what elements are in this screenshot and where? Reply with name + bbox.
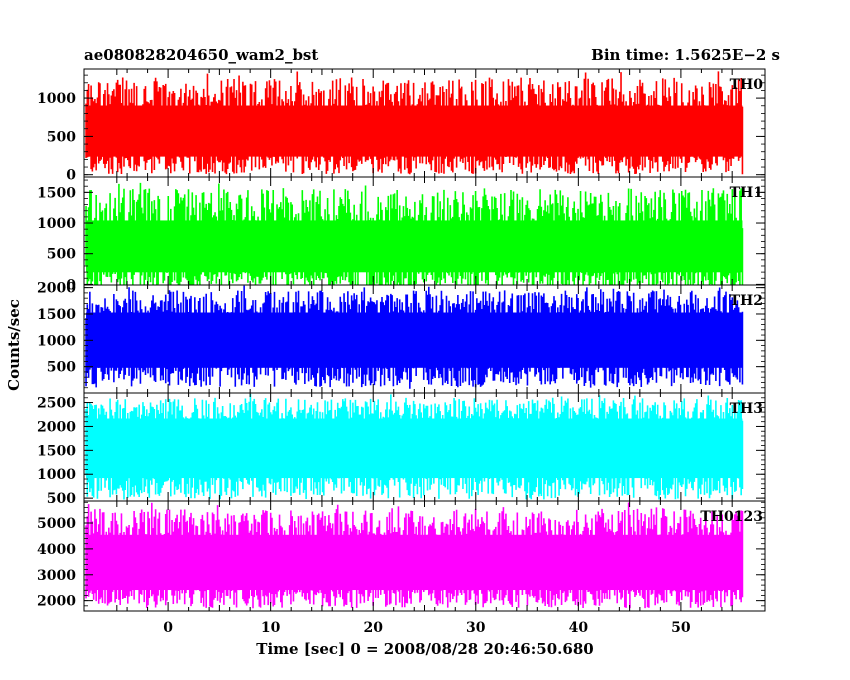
x-tick-label: 30 [466,620,486,636]
y-tick-label: 0 [66,277,76,293]
x-tick-label: 0 [163,620,173,636]
y-tick-label: 0 [66,168,76,184]
y-tick-label: 2000 [37,419,76,435]
series-core-th0 [86,105,743,157]
y-tick-label: 4000 [37,542,76,558]
y-tick-label: 3000 [37,568,76,584]
panel-th0: 0 500 1000 TH0 [37,68,766,184]
panel-label-th0123: TH0123 [700,509,763,525]
x-tick-label: 10 [261,620,281,636]
x-axis-label: Time [sec] 0 = 2008/08/28 20:46:50.680 [256,640,593,658]
y-tick-label: 500 [47,129,76,145]
x-tick-label: 50 [671,620,691,636]
y-tick-label: 500 [47,247,76,263]
y-tick-label: 500 [47,491,76,507]
series-core-th3 [86,418,743,479]
series-core-th1 [86,220,743,273]
y-tick-label: 1500 [37,307,76,323]
chart-title: ae080828204650_wam2_bst [84,46,318,64]
y-tick-label: 2000 [37,281,76,297]
panel-label-th2: TH2 [730,293,763,309]
panels-group: 0 500 1000 TH0 0 500 1000 1500 TH1 500 1000 1500 200… [37,68,766,612]
panel-th1: 0 500 1000 1500 TH1 [37,176,766,293]
series-core-th0123 [86,534,743,591]
y-tick-label: 5000 [37,516,76,532]
y-tick-label: 500 [47,360,76,376]
x-tick-label: 40 [569,620,589,636]
y-tick-label: 2500 [37,396,76,412]
y-tick-label: 1000 [37,333,76,349]
series-core-th2 [86,312,743,368]
panel-label-th0: TH0 [730,77,764,93]
panel-label-th1: TH1 [730,185,763,201]
bin-time-label: Bin time: 1.5625E−2 s [591,46,780,64]
panel-th0123: 2000 3000 4000 5000 TH0123 [37,500,766,612]
y-tick-label: 1000 [37,216,76,232]
panel-th3: 500 1000 1500 2000 2500 TH3 [37,392,766,507]
y-tick-label: 1000 [37,91,76,107]
x-tick-label: 20 [363,620,383,636]
y-tick-label: 2000 [37,594,76,610]
x-tick-labels: 0 10 20 30 40 50 [163,620,691,636]
y-axis-label: Counts/sec [5,299,23,391]
y-tick-label: 1500 [37,443,76,459]
y-tick-label: 1500 [37,185,76,201]
y-tick-label: 1000 [37,467,76,483]
panel-th2: 500 1000 1500 2000 TH2 [37,281,766,394]
panel-label-th3: TH3 [730,401,763,417]
